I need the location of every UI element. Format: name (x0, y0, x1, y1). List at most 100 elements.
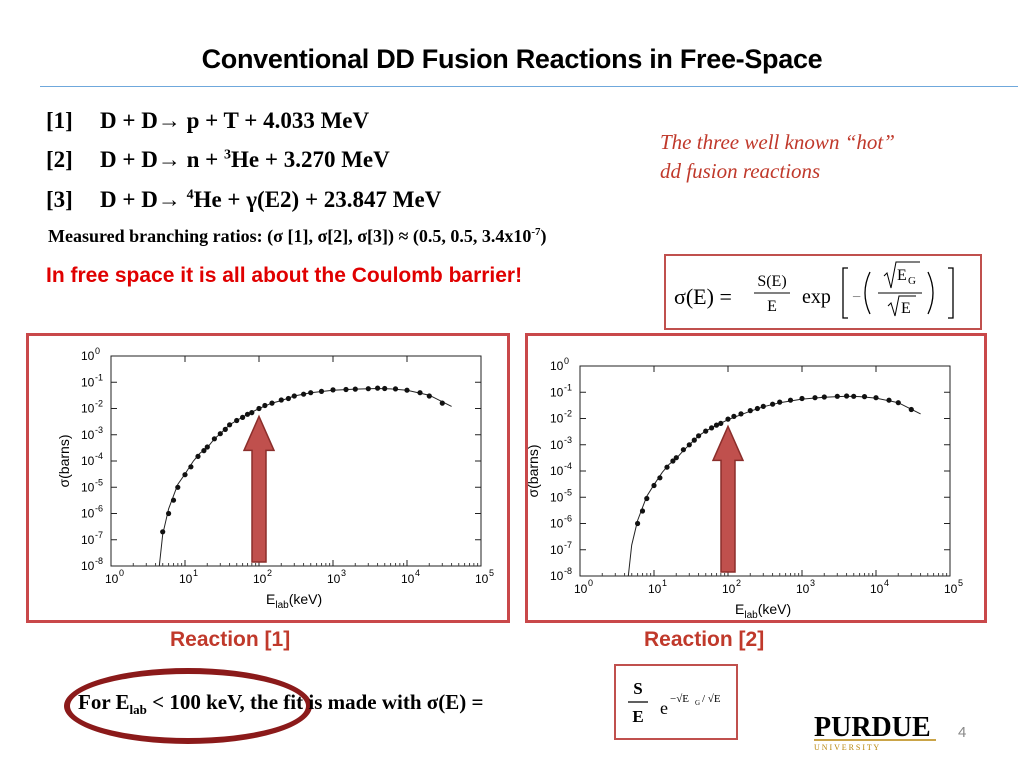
fit-base: e (660, 698, 668, 718)
c0-data-point (160, 529, 166, 535)
c1-y-tick-exponent: -1 (564, 382, 572, 392)
c0-y-tick-exponent: -2 (95, 399, 103, 409)
c1-red-arrow (711, 424, 745, 573)
c1-fit-curve (627, 395, 921, 577)
fit-equation-box: S E e −√E G / √E (614, 664, 738, 740)
c0-data-point (240, 414, 246, 420)
c0-y-tick-label: 10 (81, 559, 95, 573)
c1-x-tick-label: 10 (796, 582, 810, 596)
c0-y-tick-label: 10 (81, 375, 95, 389)
c0-data-point (249, 410, 255, 416)
c1-data-point (725, 416, 731, 422)
c1-y-tick-label: 10 (550, 359, 564, 373)
c0-data-point (188, 464, 194, 470)
c0-y-tick-label: 10 (81, 428, 95, 442)
c1-data-point (787, 397, 794, 403)
c1-data-point (664, 464, 670, 470)
logo-sub: U N I V E R S I T Y (814, 743, 879, 752)
c1-data-point (644, 495, 650, 502)
c1-y-tick-label: 10 (550, 438, 564, 452)
reaction-3-line: [3] D + D→ 4He + γ(E2) + 23.847 MeV (46, 187, 441, 213)
c1-data-point (709, 425, 715, 431)
branching-ratios-close: ) (540, 226, 547, 246)
c0-data-point (222, 426, 228, 432)
c0-data-point (244, 411, 251, 417)
c0-data-point (217, 431, 223, 437)
c1-y-tick-exponent: 0 (564, 356, 569, 366)
eq-exp: exp (802, 286, 831, 308)
c0-y-tick-exponent: -5 (95, 477, 103, 487)
c0-data-point (285, 395, 291, 402)
c1-x-tick-exponent: 0 (588, 578, 593, 588)
c0-data-point (382, 385, 388, 392)
c1-y-tick-exponent: -2 (564, 409, 572, 419)
c1-y-tick-label: 10 (550, 490, 564, 504)
cross-section-equation: σ(E) = S(E) E exp − E G E (674, 261, 954, 319)
fit-statement-sub: lab (129, 702, 147, 718)
c1-x-tick-label: 10 (870, 582, 884, 596)
c1-data-point (713, 422, 720, 428)
c1-x-tick-label: 10 (574, 582, 588, 596)
fit-exponent-tail: / √E (702, 693, 721, 705)
c0-x-axis-label: Elab(keV) (266, 591, 322, 611)
c1-y-tick-exponent: -4 (564, 461, 572, 471)
fit-statement-pre: For E (78, 690, 130, 714)
c1-data-point (703, 428, 709, 434)
c0-data-point (365, 386, 371, 392)
c0-x-tick-exponent: 3 (341, 568, 346, 578)
c0-y-tick-exponent: -7 (95, 530, 103, 540)
c1-data-point (873, 395, 879, 401)
reaction-1-chart-panel: 10 0 10 1 10 2 10 3 10 4 10 5 10 0 10 -1 10 -2 10 -3 10 -4 10-… (26, 333, 510, 623)
c1-data-point (639, 508, 646, 514)
c0-y-tick-label: 10 (81, 533, 95, 547)
c1-y-tick-exponent: -7 (564, 540, 572, 550)
c0-y-tick-exponent: -6 (95, 504, 103, 514)
c1-data-point (844, 393, 850, 399)
c1-data-point (777, 399, 783, 405)
c0-data-point (330, 387, 336, 393)
c0-x-tick-label: 10 (179, 572, 193, 586)
c1-data-point (691, 437, 697, 443)
c1-data-point (731, 413, 737, 419)
c0-plot-frame (110, 355, 482, 567)
c0-data-point (439, 400, 445, 406)
c1-x-tick-exponent: 2 (736, 578, 741, 588)
c0-y-tick-exponent: -3 (95, 425, 103, 435)
reaction-1-cross-section-chart: 10 0 10 1 10 2 10 3 10 4 10 510 010 -110 -210 -310 -410-… (56, 346, 494, 611)
c0-x-tick-label: 10 (105, 572, 119, 586)
branching-ratios-exponent: -7 (531, 226, 541, 238)
c1-data-point (718, 420, 724, 426)
c1-x-tick-exponent: 3 (810, 578, 815, 588)
fit-denominator: E (632, 707, 643, 726)
c0-data-point (343, 386, 349, 393)
eq-eg-sub: G (908, 275, 916, 287)
c0-data-point (227, 422, 233, 428)
c0-data-point (278, 397, 284, 403)
reaction-3-superscript: 4 (186, 187, 194, 203)
c0-data-point (404, 387, 410, 393)
c1-data-point (738, 411, 744, 417)
c0-data-point (318, 388, 325, 394)
c0-data-point (211, 436, 217, 442)
hot-note-line-2: dd fusion reactions (660, 159, 821, 183)
c1-data-point (651, 482, 657, 489)
c1-x-tick-label: 10 (722, 582, 736, 596)
c0-x-tick-exponent: 5 (489, 568, 494, 578)
c0-data-point (291, 393, 297, 399)
reaction-1-line: [1] D + D→ p + T + 4.033 MeV (46, 108, 369, 134)
c0-x-tick-label: 10 (401, 572, 415, 586)
c1-y-axis-label: σ(barns) (528, 445, 541, 498)
c1-y-tick-label: 10 (550, 569, 564, 583)
c1-data-point (908, 406, 914, 413)
c1-data-point (799, 395, 805, 402)
c0-data-point (308, 390, 314, 396)
c0-y-tick-label: 10 (81, 480, 95, 494)
logo-name: PURDUE (814, 712, 931, 743)
c1-y-tick-label: 10 (550, 412, 564, 426)
c0-data-point (201, 448, 207, 454)
c1-data-point (673, 455, 679, 461)
c1-x-tick-exponent: 4 (884, 578, 889, 588)
c0-y-tick-label: 10 (81, 402, 95, 416)
c0-x-tick-exponent: 4 (415, 568, 420, 578)
c1-data-point (754, 405, 760, 412)
